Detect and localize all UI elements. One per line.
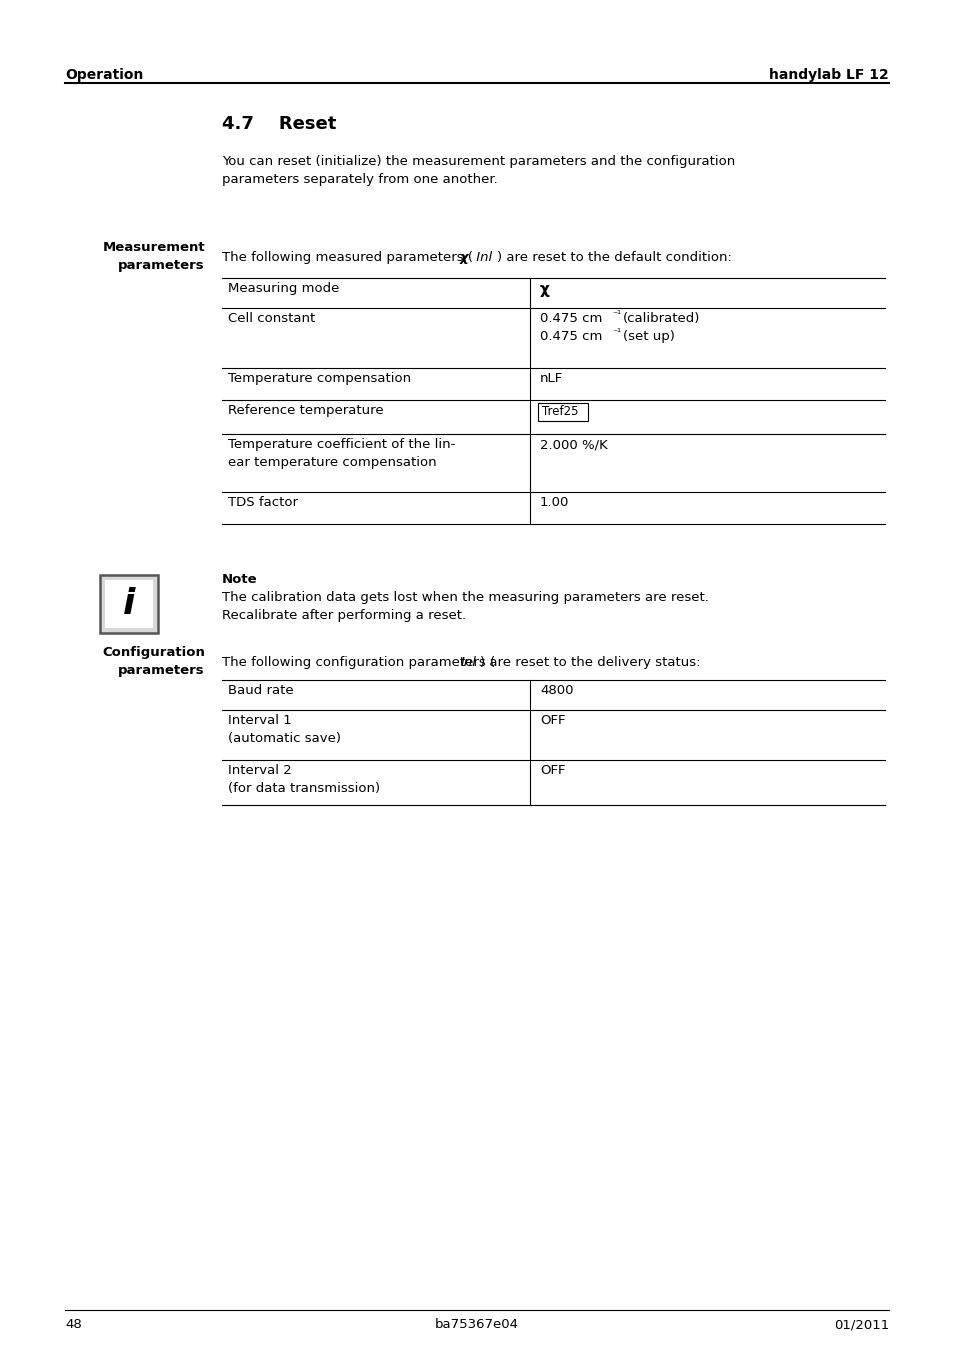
Text: 1.00: 1.00 — [539, 496, 569, 509]
Text: (automatic save): (automatic save) — [228, 732, 340, 744]
Text: (calibrated): (calibrated) — [622, 312, 700, 326]
Text: Cell constant: Cell constant — [228, 312, 314, 326]
Text: ba75367e04: ba75367e04 — [435, 1319, 518, 1331]
Text: Interval 1: Interval 1 — [228, 713, 292, 727]
Text: Temperature coefficient of the lin-: Temperature coefficient of the lin- — [228, 438, 455, 451]
Text: OFF: OFF — [539, 713, 565, 727]
Text: Tref25: Tref25 — [541, 405, 578, 417]
Text: 0.475 cm: 0.475 cm — [539, 330, 601, 343]
Text: ear temperature compensation: ear temperature compensation — [228, 457, 436, 469]
Text: Configuration: Configuration — [102, 646, 205, 659]
Text: Measuring mode: Measuring mode — [228, 282, 339, 295]
Text: handylab LF 12: handylab LF 12 — [768, 68, 888, 82]
Text: 4.7    Reset: 4.7 Reset — [222, 115, 336, 132]
Bar — [537, 403, 587, 422]
Text: χ: χ — [539, 282, 549, 297]
Text: OFF: OFF — [539, 765, 565, 777]
Text: Inl: Inl — [472, 251, 492, 263]
Bar — [105, 580, 152, 628]
Text: ⁻¹: ⁻¹ — [612, 328, 620, 338]
Text: 48: 48 — [65, 1319, 82, 1331]
Bar — [100, 576, 158, 634]
Text: Interval 2: Interval 2 — [228, 765, 292, 777]
Text: (for data transmission): (for data transmission) — [228, 782, 379, 794]
Text: parameters separately from one another.: parameters separately from one another. — [222, 173, 497, 186]
Text: i: i — [123, 586, 135, 621]
Text: parameters: parameters — [118, 259, 205, 272]
Text: (set up): (set up) — [622, 330, 674, 343]
Text: Inl: Inl — [460, 657, 476, 669]
Text: Operation: Operation — [65, 68, 143, 82]
Text: Note: Note — [222, 573, 257, 586]
Text: parameters: parameters — [118, 663, 205, 677]
Text: Baud rate: Baud rate — [228, 684, 294, 697]
Text: The following measured parameters (: The following measured parameters ( — [222, 251, 473, 263]
Text: χ: χ — [459, 251, 468, 263]
Text: 2.000 %/K: 2.000 %/K — [539, 438, 607, 451]
Text: You can reset (initialize) the measurement parameters and the configuration: You can reset (initialize) the measureme… — [222, 155, 735, 168]
Text: Reference temperature: Reference temperature — [228, 404, 383, 417]
Text: nLF: nLF — [539, 372, 562, 385]
Text: Recalibrate after performing a reset.: Recalibrate after performing a reset. — [222, 609, 466, 621]
Text: ) are reset to the default condition:: ) are reset to the default condition: — [497, 251, 731, 263]
Text: 0.475 cm: 0.475 cm — [539, 312, 601, 326]
Text: Temperature compensation: Temperature compensation — [228, 372, 411, 385]
Text: TDS factor: TDS factor — [228, 496, 297, 509]
Text: Measurement: Measurement — [102, 240, 205, 254]
Text: ) are reset to the delivery status:: ) are reset to the delivery status: — [479, 657, 700, 669]
Text: The calibration data gets lost when the measuring parameters are reset.: The calibration data gets lost when the … — [222, 590, 708, 604]
Text: ⁻¹: ⁻¹ — [612, 309, 620, 320]
Text: 01/2011: 01/2011 — [833, 1319, 888, 1331]
Text: The following configuration parameters (: The following configuration parameters ( — [222, 657, 495, 669]
Text: 4800: 4800 — [539, 684, 573, 697]
